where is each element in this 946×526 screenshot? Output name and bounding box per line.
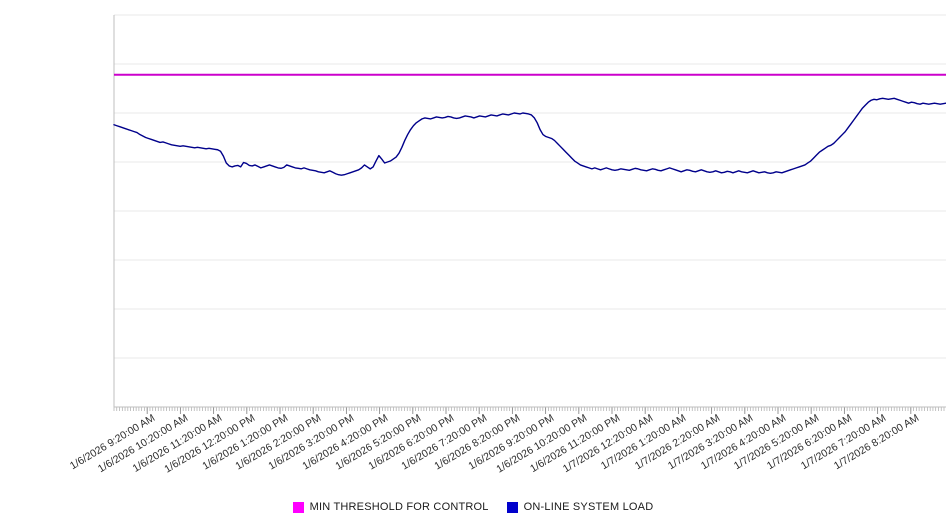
legend-label: ON-LINE SYSTEM LOAD <box>523 501 654 513</box>
legend-label: MIN THRESHOLD FOR CONTROL <box>309 501 489 513</box>
series-line-online-system-load <box>113 97 946 176</box>
chart-legend: MIN THRESHOLD FOR CONTROL ON-LINE SYSTEM … <box>0 497 946 517</box>
legend-swatch-icon <box>292 501 304 513</box>
x-axis-ticks <box>113 407 945 414</box>
legend-item[interactable]: ON-LINE SYSTEM LOAD <box>506 501 654 513</box>
legend-swatch-icon <box>506 501 518 513</box>
legend-item[interactable]: MIN THRESHOLD FOR CONTROL <box>292 501 489 513</box>
